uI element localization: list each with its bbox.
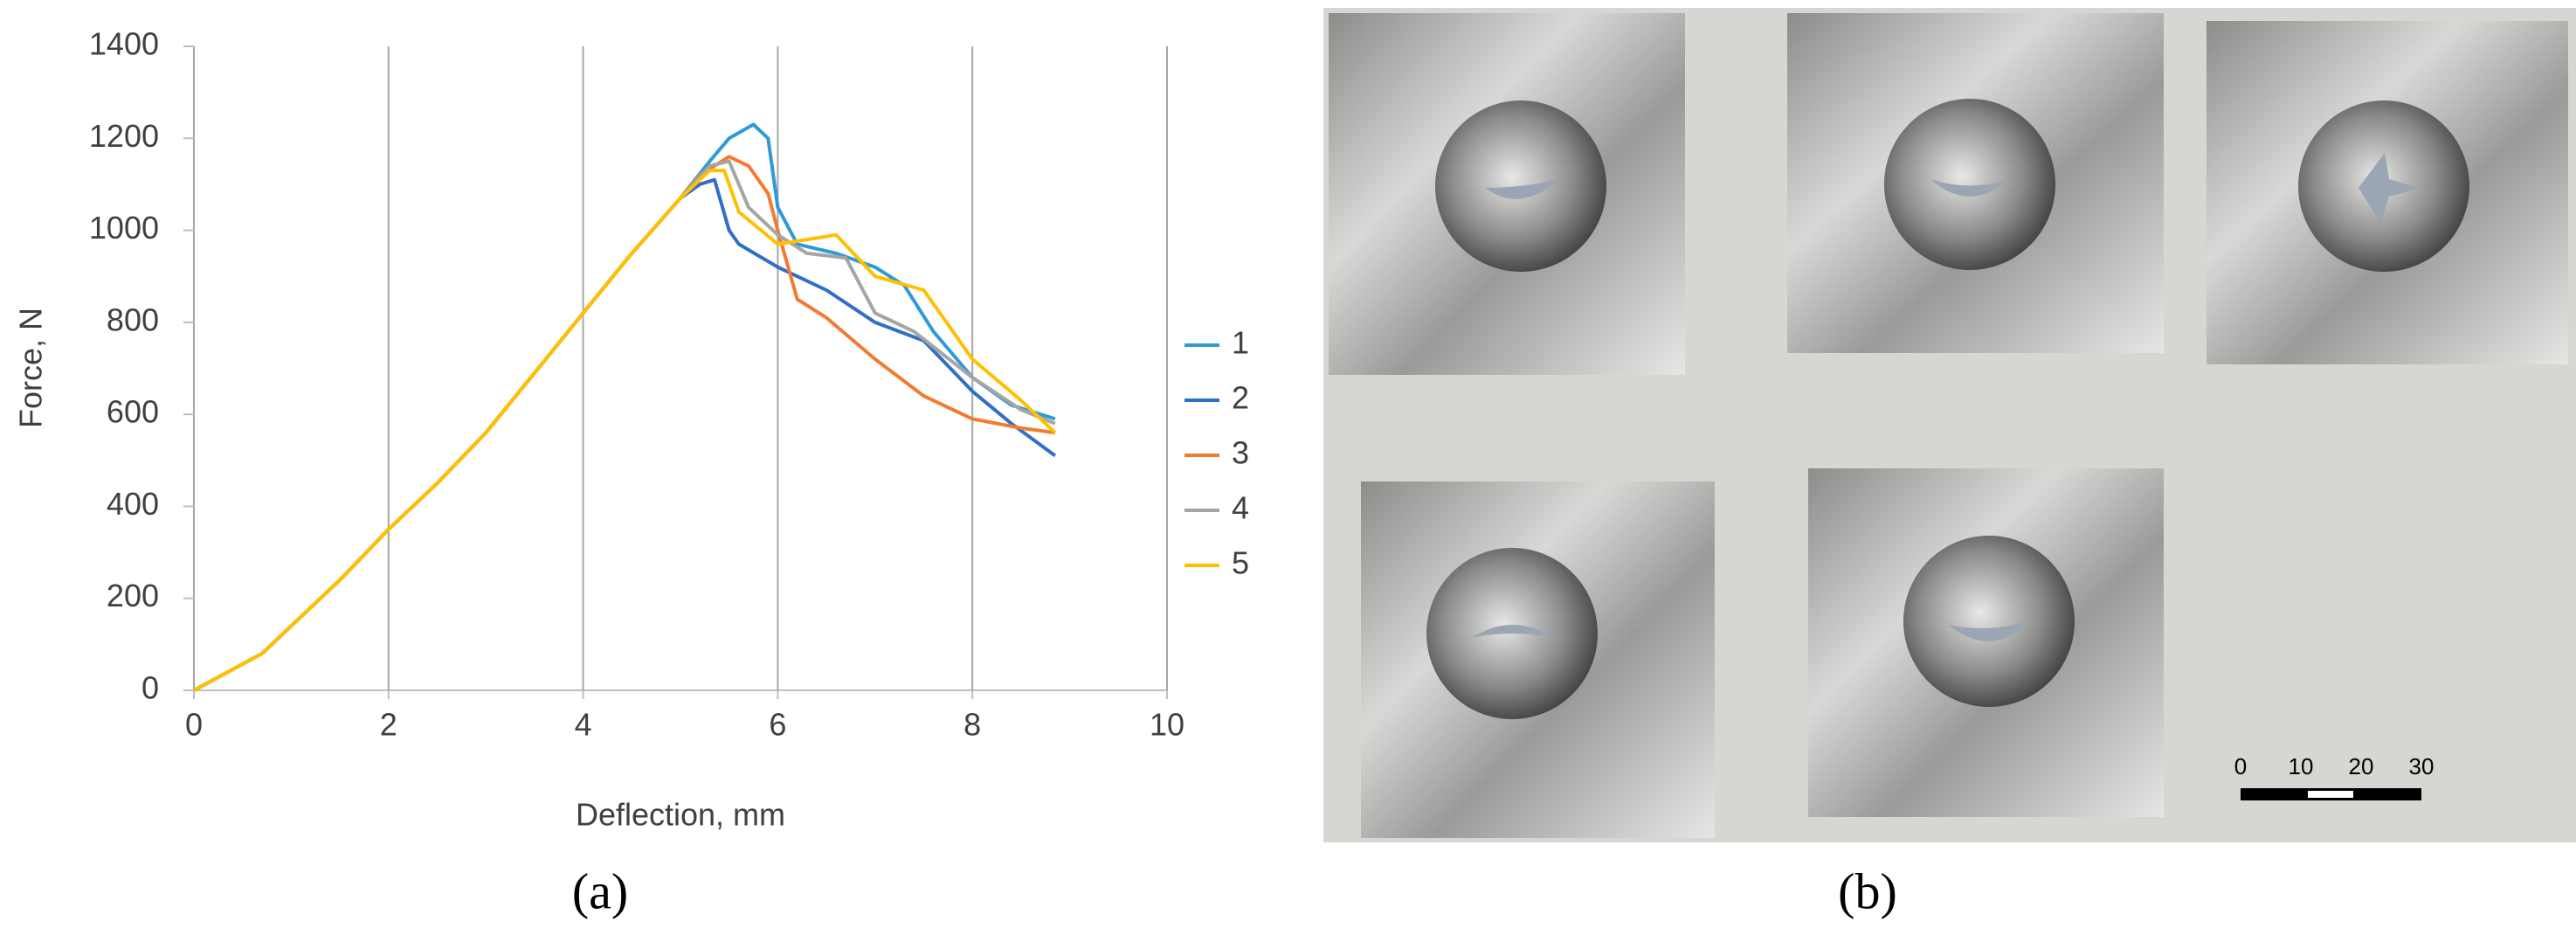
x-tick-label: 4 [575, 707, 592, 743]
scale-bar [2241, 788, 2421, 800]
legend-label: 1 [1232, 325, 1249, 361]
y-tick-label: 400 [107, 486, 159, 522]
x-tick-label: 0 [185, 707, 203, 743]
x-tick-label: 10 [1150, 707, 1184, 743]
y-tick-label: 1000 [89, 210, 159, 246]
y-tick-label: 600 [107, 394, 159, 430]
y-tick-label: 0 [142, 670, 159, 706]
series-line [193, 122, 1056, 692]
series-line [193, 159, 1056, 692]
legend-label: 4 [1232, 490, 1249, 526]
specimen [1329, 13, 1685, 375]
panel-label: (a) [572, 862, 628, 919]
y-tick-label: 800 [107, 301, 159, 337]
scale-bar-label: 10 [2289, 753, 2314, 779]
x-tick-label: 2 [380, 707, 397, 743]
series-line [193, 155, 1056, 692]
legend-label: 2 [1232, 380, 1249, 416]
x-tick-label: 6 [769, 707, 786, 743]
specimen-photo [1323, 8, 2576, 842]
y-tick-label: 1200 [89, 118, 159, 154]
legend-label: 3 [1232, 435, 1249, 471]
y-tick-label: 200 [107, 578, 159, 613]
specimen [1361, 481, 1715, 838]
specimen [2207, 21, 2568, 364]
x-tick-label: 8 [963, 707, 981, 743]
y-axis-title: Force, N [13, 308, 49, 428]
scale-bar-label: 30 [2409, 753, 2434, 779]
y-tick-label: 1400 [89, 26, 159, 62]
scale-bar-label: 20 [2349, 753, 2374, 779]
specimen [1787, 13, 2164, 353]
specimen [1808, 468, 2164, 817]
scale-bar-label: 0 [2234, 753, 2247, 779]
series-line [193, 169, 1057, 692]
x-axis-title: Deflection, mm [576, 797, 785, 833]
panel-label: (b) [1838, 862, 1897, 919]
series-line [193, 177, 1057, 692]
legend-label: 5 [1232, 545, 1249, 581]
